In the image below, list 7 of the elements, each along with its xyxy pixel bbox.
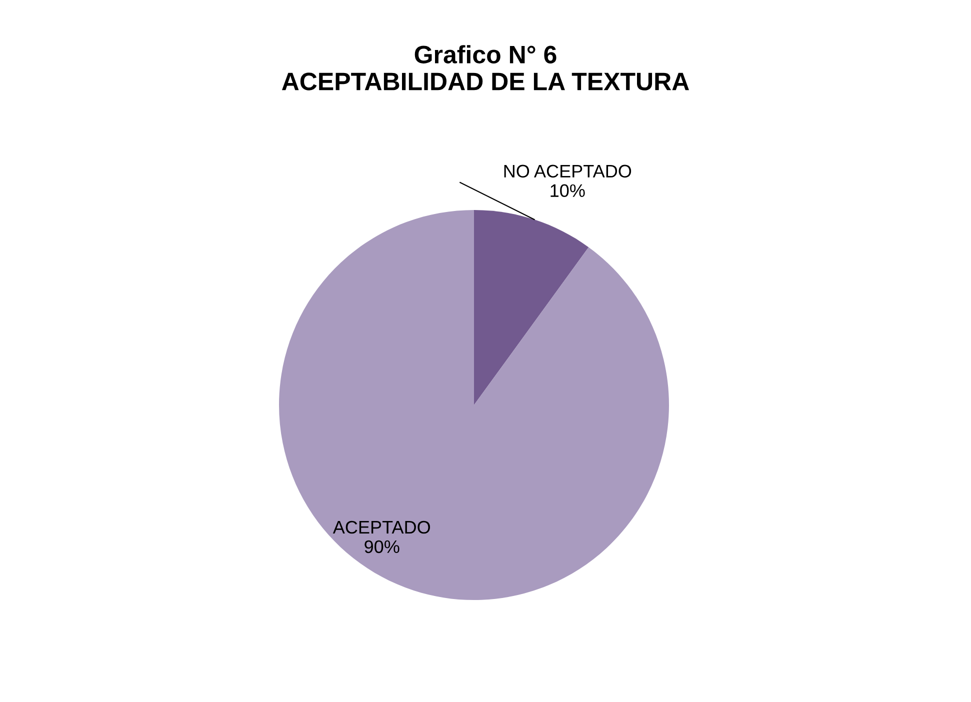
data-label: 10%: [550, 184, 585, 198]
data-label: 90%: [364, 540, 400, 554]
slice-label: ACEPTADO: [332, 520, 430, 534]
slice-label: NO ACEPTADO: [504, 164, 632, 178]
chart-title: Grafico N° 6 ACEPTABILIDAD DE LA TEXTURA: [282, 45, 690, 90]
pie-slice: [279, 210, 669, 600]
pie-slice: [474, 210, 589, 405]
